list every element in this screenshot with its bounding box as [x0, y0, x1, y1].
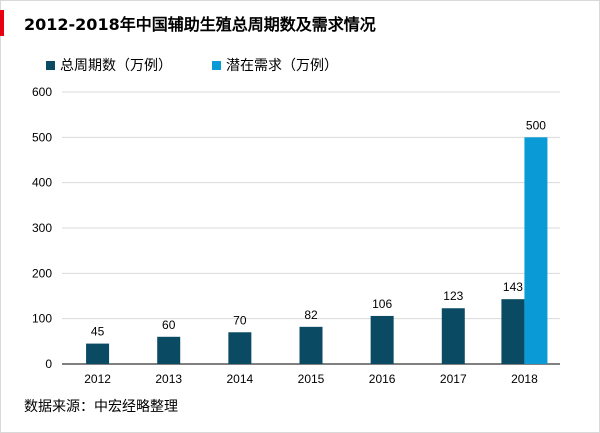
chart-title: 2012-2018年中国辅助生殖总周期数及需求情况 [24, 15, 376, 34]
data-label-total-2016: 106 [372, 297, 392, 311]
x-tick-label-2013: 2013 [155, 372, 182, 386]
data-label-total-2012: 45 [91, 325, 105, 339]
bar-total-2016 [370, 315, 394, 364]
data-label-total-2013: 60 [162, 318, 176, 332]
x-tick-label-2012: 2012 [84, 372, 111, 386]
bar-demand-2018 [524, 137, 548, 364]
data-label-total-2014: 70 [233, 313, 247, 327]
data-label-total-2017: 123 [443, 289, 463, 303]
legend-item-total: 总周期数（万例） [46, 55, 172, 75]
bar-total-2018 [501, 299, 525, 364]
y-tick-label-0: 0 [45, 357, 52, 371]
y-tick-label-500: 500 [32, 130, 52, 144]
bar-total-2013 [157, 336, 181, 364]
data-label-total-2018: 143 [503, 280, 523, 294]
bar-total-2015 [299, 326, 323, 364]
bar-total-2017 [441, 308, 465, 364]
y-tick-label-300: 300 [32, 221, 52, 235]
title-accent-bar [0, 10, 4, 36]
y-tick-label-400: 400 [32, 176, 52, 190]
y-tick-label-200: 200 [32, 266, 52, 280]
x-tick-label-2017: 2017 [440, 372, 467, 386]
bar-total-2012 [86, 343, 110, 364]
legend-label-total: 总周期数（万例） [60, 58, 172, 74]
x-tick-label-2014: 2014 [227, 372, 254, 386]
bar-total-2014 [228, 332, 252, 364]
x-tick-label-2015: 2015 [298, 372, 325, 386]
legend: 总周期数（万例） 潜在需求（万例） [46, 55, 378, 75]
data-label-demand-2018: 500 [526, 118, 546, 132]
x-tick-label-2018: 2018 [511, 372, 538, 386]
legend-swatch-demand [212, 60, 221, 70]
x-tick-label-2016: 2016 [369, 372, 396, 386]
y-tick-label-600: 600 [32, 85, 52, 99]
source-note: 数据来源：中宏经略整理 [24, 399, 178, 415]
legend-item-demand: 潜在需求（万例） [212, 55, 338, 75]
data-label-total-2015: 82 [304, 308, 318, 322]
legend-label-demand: 潜在需求（万例） [226, 58, 338, 74]
y-tick-label-100: 100 [32, 312, 52, 326]
legend-swatch-total [46, 60, 55, 70]
